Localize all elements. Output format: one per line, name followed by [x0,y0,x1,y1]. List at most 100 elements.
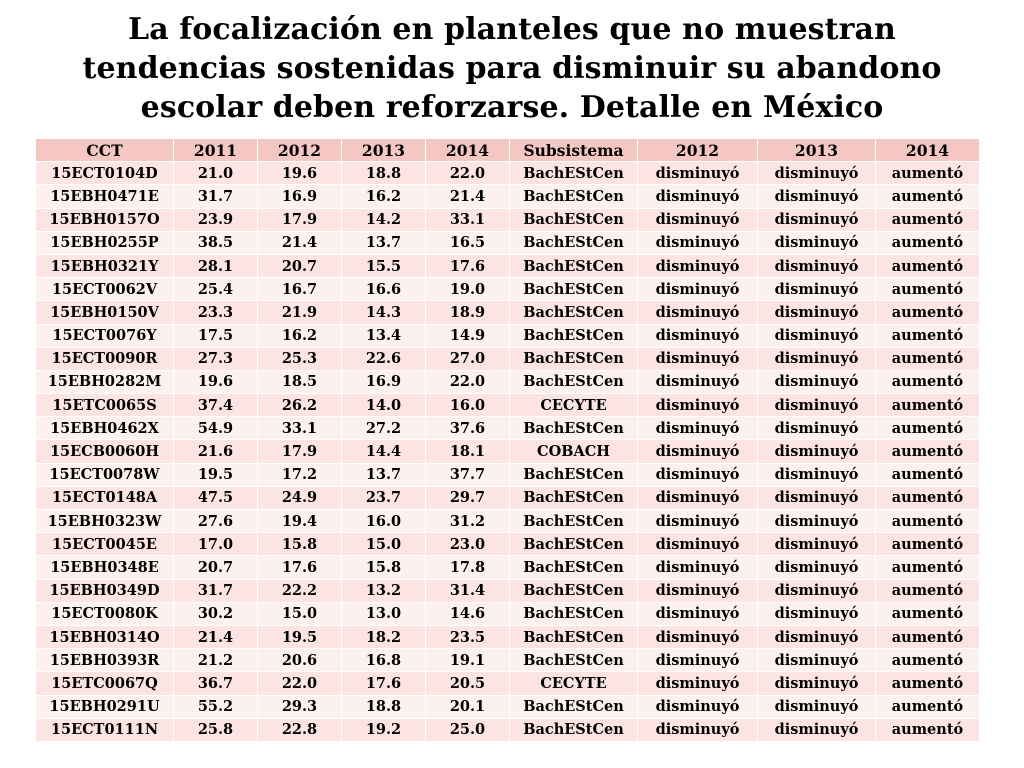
cell-trend-2012: disminuyó [637,253,758,279]
cell-subsistema: BachEStCen [509,648,638,673]
cell-rate-2014: 18.1 [425,439,510,464]
cell-trend-2014: aumentó [875,300,980,325]
cell-trend-2014: aumentó [875,393,980,418]
table-row: 15EBH0471E 31.7 16.9 16.2 21.4 BachEStCen dism… [35,184,980,209]
header-2013: 2013 [341,137,426,163]
cell-rate-2012: 17.6 [257,555,342,580]
cell-rate-2011: 21.6 [173,439,258,464]
table-row: 15EBH0157O 23.9 17.9 14.2 33.1 BachEStCen dism… [35,207,980,232]
cell-rate-2011: 21.2 [173,648,258,673]
cell-rate-2013: 16.6 [341,277,426,302]
cell-subsistema: BachEStCen [509,253,638,279]
cell-rate-2014: 19.1 [425,648,510,673]
cell-rate-2011: 21.4 [173,624,258,650]
cell-rate-2012: 29.3 [257,694,342,719]
cell-trend-2013: disminuyó [757,485,876,511]
cell-cct: 15ECB0060H [35,439,174,464]
cell-cct: 15ECT0111N [35,717,174,742]
cell-trend-2012: disminuyó [637,601,758,626]
cell-cct: 15ECT0080K [35,601,174,626]
cell-rate-2013: 13.2 [341,578,426,603]
cell-rate-2012: 22.0 [257,671,342,696]
cell-cct: 15EBH0348E [35,555,174,580]
table-row: 15EBH0255P 38.5 21.4 13.7 16.5 BachEStCen dism… [35,230,980,255]
cell-rate-2013: 13.7 [341,462,426,487]
cell-rate-2014: 17.6 [425,253,510,279]
cell-trend-2012: disminuyó [637,207,758,232]
cell-rate-2013: 15.8 [341,555,426,580]
cell-trend-2012: disminuyó [637,578,758,603]
cell-trend-2014: aumentó [875,184,980,209]
cell-rate-2014: 31.4 [425,578,510,603]
cell-rate-2014: 14.6 [425,601,510,626]
cell-cct: 15EBH0323W [35,508,174,534]
cell-rate-2012: 20.6 [257,648,342,673]
cell-rate-2012: 19.4 [257,508,342,534]
cell-trend-2014: aumentó [875,207,980,232]
cell-trend-2012: disminuyó [637,717,758,742]
cell-subsistema: CECYTE [509,671,638,696]
cell-rate-2011: 17.5 [173,323,258,348]
cell-subsistema: BachEStCen [509,485,638,511]
cell-trend-2014: aumentó [875,161,980,186]
cell-rate-2011: 36.7 [173,671,258,696]
cell-trend-2013: disminuyó [757,369,876,395]
cell-trend-2012: disminuyó [637,230,758,255]
cell-trend-2014: aumentó [875,253,980,279]
cell-trend-2014: aumentó [875,462,980,487]
cell-rate-2013: 23.7 [341,485,426,511]
cell-rate-2011: 19.5 [173,462,258,487]
cell-trend-2012: disminuyó [637,439,758,464]
cell-cct: 15ECT0090R [35,346,174,371]
cell-trend-2012: disminuyó [637,393,758,418]
cell-rate-2012: 16.2 [257,323,342,348]
cell-rate-2011: 25.4 [173,277,258,302]
cell-cct: 15EBH0291U [35,694,174,719]
cell-trend-2014: aumentó [875,277,980,302]
table-row: 15ECT0045E 17.0 15.8 15.0 23.0 BachEStCen dism… [35,532,980,557]
cell-subsistema: BachEStCen [509,717,638,742]
cell-trend-2013: disminuyó [757,346,876,371]
cell-rate-2013: 15.0 [341,532,426,557]
cell-rate-2011: 25.8 [173,717,258,742]
cell-rate-2012: 20.7 [257,253,342,279]
cell-rate-2013: 13.7 [341,230,426,255]
cell-rate-2014: 20.1 [425,694,510,719]
cell-trend-2013: disminuyó [757,416,876,441]
cell-rate-2011: 23.9 [173,207,258,232]
cell-rate-2012: 22.2 [257,578,342,603]
cell-trend-2013: disminuyó [757,207,876,232]
cell-subsistema: BachEStCen [509,207,638,232]
table-row: 15ECT0104D 21.0 19.6 18.8 22.0 BachEStCen dism… [35,161,980,186]
cell-cct: 15EBH0471E [35,184,174,209]
cell-trend-2014: aumentó [875,369,980,395]
cell-trend-2012: disminuyó [637,555,758,580]
cell-trend-2012: disminuyó [637,323,758,348]
cell-cct: 15ECT0076Y [35,323,174,348]
cell-rate-2014: 37.6 [425,416,510,441]
cell-subsistema: BachEStCen [509,346,638,371]
cell-rate-2012: 15.0 [257,601,342,626]
cell-trend-2014: aumentó [875,694,980,719]
cell-rate-2011: 37.4 [173,393,258,418]
cell-rate-2013: 14.0 [341,393,426,418]
cell-rate-2012: 18.5 [257,369,342,395]
cell-subsistema: BachEStCen [509,462,638,487]
cell-trend-2012: disminuyó [637,671,758,696]
cell-trend-2014: aumentó [875,648,980,673]
cell-trend-2014: aumentó [875,555,980,580]
cell-rate-2014: 27.0 [425,346,510,371]
cell-subsistema: BachEStCen [509,555,638,580]
header-2011: 2011 [173,137,258,163]
cell-rate-2014: 17.8 [425,555,510,580]
table-row: 15EBH0321Y 28.1 20.7 15.5 17.6 BachEStCen dism… [35,253,980,279]
cell-trend-2013: disminuyó [757,648,876,673]
cell-rate-2011: 55.2 [173,694,258,719]
table-row: 15ECT0076Y 17.5 16.2 13.4 14.9 BachEStCen dism… [35,323,980,348]
cell-rate-2014: 18.9 [425,300,510,325]
cell-rate-2011: 30.2 [173,601,258,626]
header-2012: 2012 [257,137,342,163]
cell-rate-2012: 17.9 [257,207,342,232]
cell-rate-2012: 26.2 [257,393,342,418]
cell-rate-2013: 15.5 [341,253,426,279]
